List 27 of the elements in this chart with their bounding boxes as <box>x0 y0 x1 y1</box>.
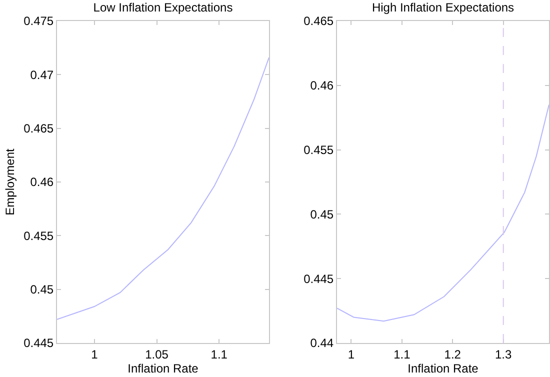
x-tick-label: 1.05 <box>145 347 169 362</box>
x-tick-label: 1.2 <box>444 347 462 362</box>
line-series <box>337 104 549 322</box>
x-tick-label: 1 <box>91 347 98 362</box>
y-tick-label: 0.455 <box>304 143 334 157</box>
y-tick-label: 0.44 <box>310 336 334 350</box>
y-tick-label: 0.465 <box>24 122 54 136</box>
x-tick-label: 1.3 <box>495 347 512 362</box>
y-tick-label: 0.445 <box>304 272 334 286</box>
y-tick-label: 0.475 <box>24 14 54 28</box>
y-tick-label: 0.46 <box>30 175 54 190</box>
y-tick-label: 0.45 <box>30 282 54 297</box>
line-series <box>57 56 269 320</box>
chart-title: Low Inflation Expectations <box>93 0 233 14</box>
y-tick-label: 0.455 <box>24 228 54 243</box>
x-axis-title: Inflation Rate <box>128 361 199 376</box>
y-tick-label: 0.445 <box>24 336 54 350</box>
x-axis-title: Inflation Rate <box>408 361 479 376</box>
x-tick-label: 1 <box>348 347 355 362</box>
y-tick-label: 0.465 <box>304 14 334 28</box>
y-tick-label: 0.46 <box>310 78 334 93</box>
y-tick-label: 0.45 <box>310 207 334 222</box>
x-tick-label: 1.1 <box>210 347 228 362</box>
x-tick-label: 1.1 <box>394 347 411 362</box>
y-axis-title: Employment <box>2 148 17 216</box>
chart-title: High Inflation Expectations <box>372 0 514 14</box>
y-tick-label: 0.47 <box>30 68 54 82</box>
